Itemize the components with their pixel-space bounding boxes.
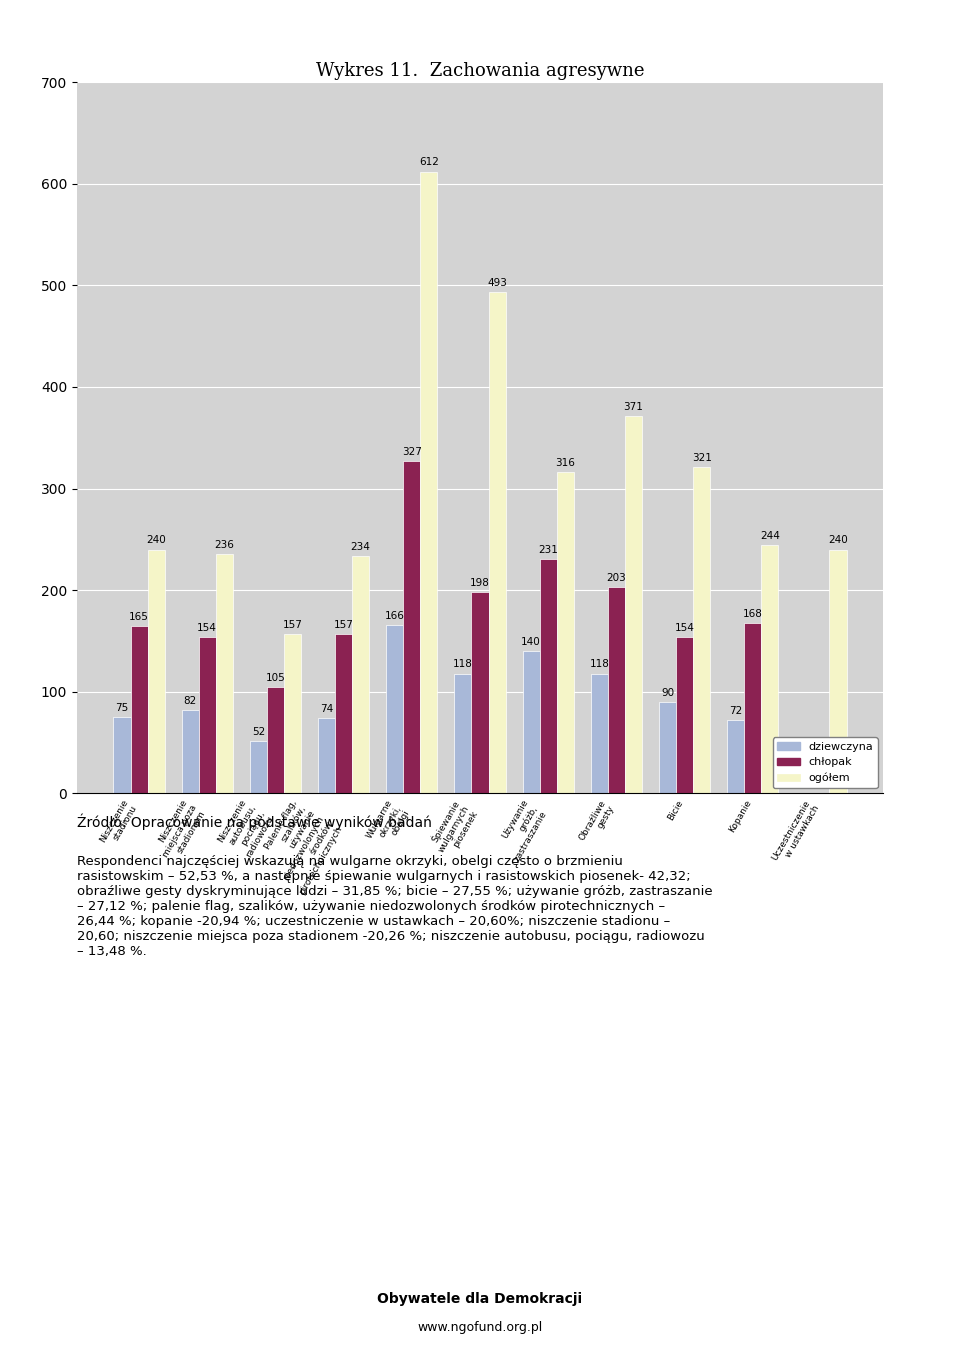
Text: 236: 236 — [214, 539, 234, 550]
Bar — [522, 651, 540, 793]
Text: Wykres 11.  Zachowania agresywne: Wykres 11. Zachowania agresywne — [316, 62, 644, 79]
Bar — [590, 673, 608, 793]
Bar — [403, 461, 420, 793]
Text: 231: 231 — [539, 544, 558, 554]
Text: 75: 75 — [115, 703, 129, 713]
Text: 118: 118 — [453, 659, 473, 669]
Bar — [250, 740, 267, 793]
Bar — [181, 710, 199, 793]
Bar — [199, 637, 216, 793]
Text: 166: 166 — [385, 610, 405, 621]
Text: Źródło: Opracowanie na podstawie wyników badań: Źródło: Opracowanie na podstawie wyników… — [77, 814, 432, 830]
Text: 157: 157 — [282, 620, 302, 629]
Text: 74: 74 — [320, 705, 333, 714]
Bar — [693, 468, 710, 793]
Bar — [557, 472, 574, 793]
Text: 244: 244 — [760, 531, 780, 542]
Bar — [267, 687, 284, 793]
Legend: dziewczyna, chłopak, ogółem: dziewczyna, chłopak, ogółem — [773, 737, 877, 788]
Text: 240: 240 — [146, 535, 166, 546]
Text: 198: 198 — [470, 579, 490, 588]
Bar — [744, 622, 761, 793]
Text: 321: 321 — [692, 453, 711, 464]
Text: 105: 105 — [266, 673, 285, 683]
Bar — [489, 293, 506, 793]
Text: 240: 240 — [828, 535, 848, 546]
Bar — [454, 673, 471, 793]
Text: 316: 316 — [555, 458, 575, 468]
Bar — [352, 555, 370, 793]
Text: 168: 168 — [743, 609, 762, 618]
Text: 52: 52 — [252, 726, 265, 736]
Text: www.ngofund.org.pl: www.ngofund.org.pl — [418, 1320, 542, 1334]
Bar — [728, 721, 744, 793]
Bar — [471, 592, 489, 793]
Text: 157: 157 — [334, 620, 353, 629]
Text: 72: 72 — [729, 706, 742, 717]
Bar — [131, 625, 148, 793]
Text: Respondenci najczęściej wskazują na wulgarne okrzyki, obelgi często o brzmieniu
: Respondenci najczęściej wskazują na wulg… — [77, 855, 712, 958]
Bar — [420, 171, 438, 793]
Text: 154: 154 — [198, 622, 217, 633]
Text: 90: 90 — [661, 688, 674, 698]
Bar — [829, 550, 847, 793]
Bar — [216, 554, 232, 793]
Text: 234: 234 — [350, 542, 371, 551]
Bar — [148, 550, 164, 793]
Text: 327: 327 — [402, 447, 421, 457]
Text: 154: 154 — [675, 622, 694, 633]
Bar — [676, 637, 693, 793]
Text: 140: 140 — [521, 637, 541, 647]
Bar — [608, 587, 625, 793]
Text: 612: 612 — [419, 157, 439, 167]
Bar — [318, 718, 335, 793]
Bar — [761, 546, 779, 793]
Bar — [659, 702, 676, 793]
Bar — [625, 416, 642, 793]
Text: 203: 203 — [607, 573, 626, 583]
Bar — [284, 633, 301, 793]
Bar — [386, 625, 403, 793]
Text: 82: 82 — [183, 696, 197, 706]
Text: 371: 371 — [623, 402, 643, 412]
Text: 118: 118 — [589, 659, 610, 669]
Bar — [113, 717, 131, 793]
Bar — [540, 558, 557, 793]
Bar — [335, 633, 352, 793]
Text: 493: 493 — [487, 278, 507, 289]
Text: Obywatele dla Demokracji: Obywatele dla Demokracji — [377, 1293, 583, 1306]
Text: 165: 165 — [129, 611, 149, 621]
